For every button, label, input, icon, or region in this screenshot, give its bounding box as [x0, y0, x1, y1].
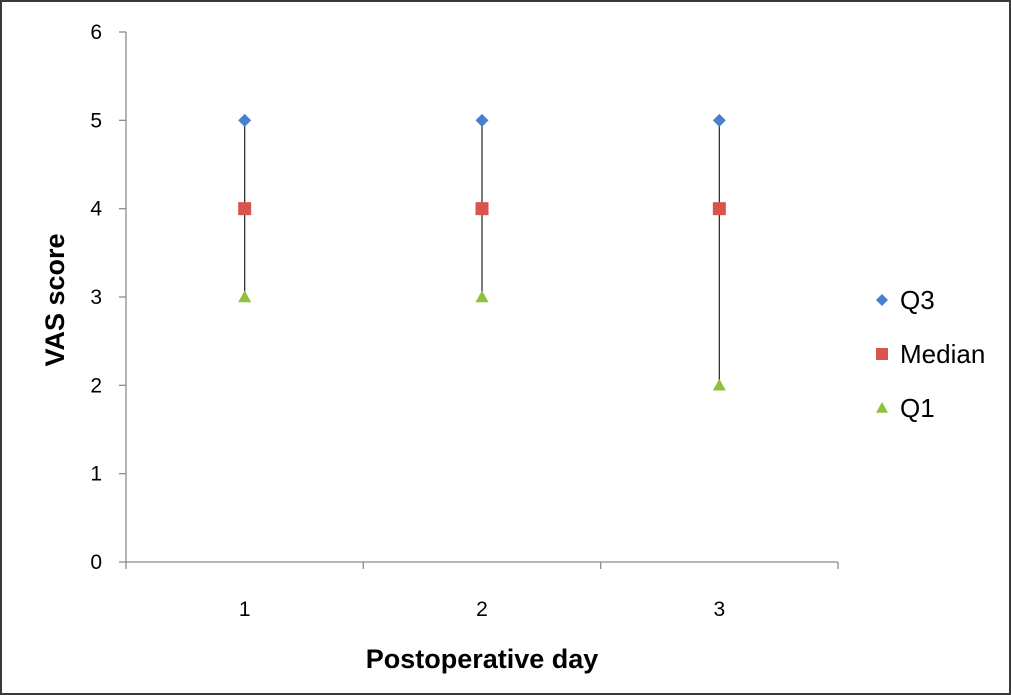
- y-tick-label: 1: [90, 463, 102, 486]
- data-point-q3: [238, 113, 252, 127]
- data-point-median: [475, 202, 489, 216]
- data-point-q3: [475, 113, 489, 127]
- plot-area: 0 1 2 3 4 5 6 1 2 3: [90, 21, 839, 621]
- legend-marker-q3: [876, 294, 888, 306]
- data-point-q3: [712, 113, 726, 127]
- data-point-median: [712, 202, 726, 216]
- legend-marker-median: [876, 348, 888, 360]
- data-point-q1: [475, 290, 489, 303]
- x-tick-label: 2: [476, 598, 488, 621]
- y-tick-label: 5: [90, 109, 102, 132]
- legend-label-q3: Q3: [900, 285, 935, 315]
- y-tick-label: 2: [90, 374, 102, 397]
- legend: Q3 Median Q1: [876, 285, 985, 423]
- x-axis-title: Postoperative day: [366, 644, 599, 674]
- y-tick-label: 4: [90, 198, 102, 221]
- x-tick-label: 1: [239, 598, 251, 621]
- y-axis-title: VAS score: [40, 233, 70, 366]
- x-tick-label: 3: [713, 598, 725, 621]
- legend-marker-q1: [876, 402, 888, 413]
- y-tick-label: 0: [90, 551, 102, 574]
- legend-label-median: Median: [900, 339, 985, 369]
- data-point-median: [238, 202, 252, 216]
- legend-label-q1: Q1: [900, 393, 935, 423]
- data-point-q1: [712, 378, 726, 391]
- y-tick-label: 3: [90, 286, 102, 309]
- y-tick-label: 6: [90, 21, 102, 44]
- data-point-q1: [238, 290, 252, 303]
